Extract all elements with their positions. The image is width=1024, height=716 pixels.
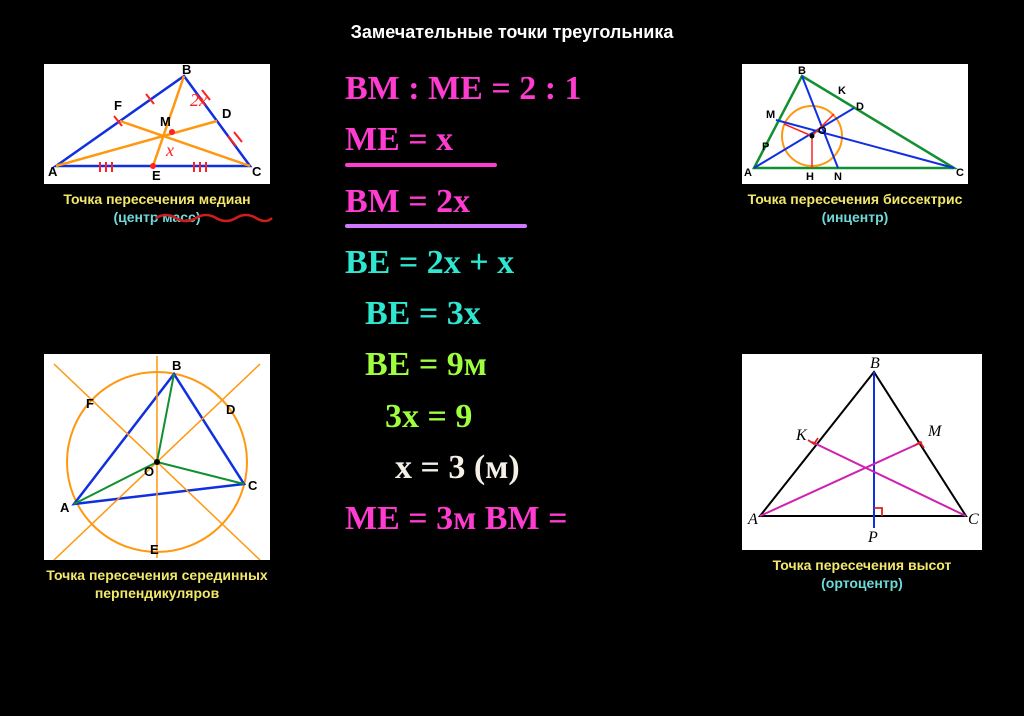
hw-line-4: BE = 3x <box>345 289 675 338</box>
hw-line-1: ME = x <box>345 115 675 164</box>
hw-line-6: 3x = 9 <box>345 392 675 441</box>
caption-altitudes: Точка пересечения высот (ортоцентр) <box>742 556 982 592</box>
squiggle-underline <box>154 210 274 224</box>
svg-text:C: C <box>956 167 964 179</box>
svg-text:C: C <box>248 478 258 493</box>
hw-line-7: x = 3 (м) <box>345 443 675 492</box>
svg-text:E: E <box>152 168 161 183</box>
svg-text:H: H <box>806 171 814 183</box>
svg-text:A: A <box>747 511 758 528</box>
svg-text:M: M <box>766 109 775 121</box>
handwriting-block: BM : ME = 2 : 1 ME = x BM = 2x BE = 2x +… <box>345 64 675 546</box>
panel-altitudes: A B C P M K Точка пересечения высот (орт… <box>742 354 982 592</box>
svg-text:F: F <box>114 98 122 113</box>
page-title: Замечательные точки треугольника <box>0 22 1024 43</box>
diagram-medians: A B C D E F M x 2x <box>44 64 270 184</box>
svg-text:O: O <box>818 125 827 137</box>
caption-bisectors: Точка пересечения биссектрис (инцентр) <box>742 190 968 226</box>
svg-text:A: A <box>48 164 58 179</box>
svg-text:B: B <box>798 65 806 77</box>
svg-text:P: P <box>867 529 878 546</box>
svg-text:2x: 2x <box>190 90 207 110</box>
svg-text:M: M <box>160 114 171 129</box>
panel-bisectors: A B C O M P H N K D Точка пересечения би… <box>742 64 968 226</box>
diagram-altitudes: A B C P M K <box>742 354 982 550</box>
svg-text:K: K <box>838 85 846 97</box>
caption-perpbisectors: Точка пересечения серединных перпендикул… <box>44 566 270 602</box>
hw-line-5: BE = 9м <box>345 340 675 389</box>
svg-text:K: K <box>795 427 808 444</box>
svg-text:M: M <box>927 423 943 440</box>
svg-text:B: B <box>172 358 181 373</box>
hw-line-8: ME = 3м BM = <box>345 494 675 543</box>
svg-text:P: P <box>762 141 769 153</box>
svg-text:A: A <box>744 167 752 179</box>
panel-perpbisectors: A B C O E F D Точка пересечения серединн… <box>44 354 270 602</box>
hw-line-0: BM : ME = 2 : 1 <box>345 64 675 113</box>
svg-text:C: C <box>252 164 262 179</box>
svg-text:C: C <box>968 511 979 528</box>
diagram-bisectors: A B C O M P H N K D <box>742 64 968 184</box>
svg-text:N: N <box>834 171 842 183</box>
panel-medians: A B C D E F M x 2x Точка пересечения мед… <box>44 64 270 226</box>
svg-text:D: D <box>222 106 231 121</box>
svg-text:D: D <box>226 402 235 417</box>
diagram-perpbisectors: A B C O E F D <box>44 354 270 560</box>
svg-text:B: B <box>182 64 191 77</box>
hw-line-3: BE = 2x + x <box>345 238 675 287</box>
svg-text:O: O <box>144 464 154 479</box>
svg-text:F: F <box>86 396 94 411</box>
svg-text:A: A <box>60 500 70 515</box>
hw-line-2: BM = 2x <box>345 177 675 226</box>
svg-text:x: x <box>165 140 174 160</box>
svg-text:E: E <box>150 542 159 557</box>
svg-text:D: D <box>856 101 864 113</box>
svg-text:B: B <box>870 355 880 372</box>
